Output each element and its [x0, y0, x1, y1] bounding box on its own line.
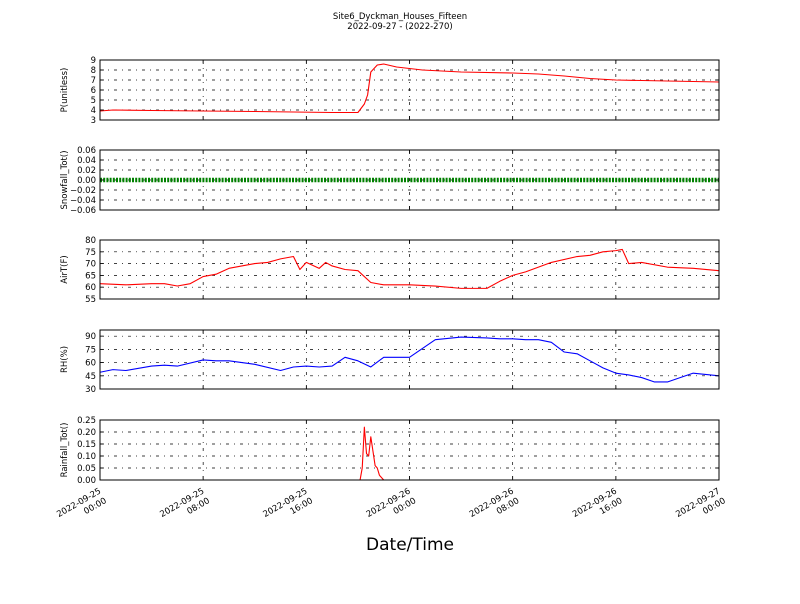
y-axis-label: RH(%)	[60, 346, 70, 373]
y-tick-label: 0.20	[77, 428, 96, 438]
series-1-line	[100, 426, 719, 481]
y-tick-label: 45	[85, 372, 96, 382]
y-tick-label: 0.00	[77, 176, 96, 186]
y-tick-label: −0.06	[70, 206, 96, 216]
y-tick-label: 0.06	[77, 146, 96, 156]
y-tick-label: 70	[85, 260, 96, 270]
y-tick-label: 60	[85, 283, 96, 293]
series-1-line	[99, 63, 720, 114]
y-tick-label: 0.10	[77, 452, 96, 462]
y-tick-label: 55	[85, 295, 96, 305]
y-tick-label: −0.04	[70, 196, 96, 206]
y-tick-label: 0.25	[77, 416, 96, 426]
y-tick-label: 60	[85, 359, 96, 369]
y-tick-label: 75	[85, 345, 96, 355]
y-tick-label: 0.05	[77, 464, 96, 474]
y-axis-label: P(unitless)	[60, 68, 70, 113]
subplot-2: −0.06−0.04−0.020.000.020.040.06 Snowfall_…	[60, 146, 720, 216]
y-axis-label: AirT(F)	[60, 255, 70, 283]
y-tick-label: 3	[91, 116, 96, 126]
y-tick-label: 7	[91, 76, 96, 86]
y-tick-label: 8	[91, 66, 96, 76]
y-tick-label: 0.00	[77, 476, 96, 486]
y-tick-label: 0.02	[77, 166, 96, 176]
y-tick-label: 0.15	[77, 440, 96, 450]
subplots: 3456789P(unitless)−0.06−0.04−0.020.000.0…	[60, 56, 720, 486]
y-tick-label: 0.04	[77, 156, 96, 166]
y-tick-label: 5	[91, 96, 96, 106]
x-axis-label: Date/Time	[366, 535, 454, 555]
y-tick-label: 6	[91, 86, 96, 96]
y-tick-label: 80	[85, 236, 96, 246]
figure-subtitle: 2022-09-27 - (2022-270)	[347, 22, 452, 32]
y-tick-label: 90	[85, 332, 96, 342]
y-tick-label: 65	[85, 271, 96, 281]
figure-title: Site6_Dyckman_Houses_Fifteen	[333, 12, 467, 22]
y-tick-label: 75	[85, 248, 96, 258]
y-axis-label: Snowfall_Tot()	[60, 150, 70, 209]
series-1-line	[99, 336, 720, 383]
subplot-5: 0.00 0.05 0.10 0.15 0.20 0.25 Rainfall_Tot()	[60, 416, 720, 486]
y-tick-label: 9	[91, 56, 96, 66]
series-1-line	[99, 248, 720, 289]
y-tick-label: −0.02	[70, 186, 96, 196]
y-tick-label: 4	[91, 106, 96, 116]
y-axis-label: Rainfall_Tot()	[60, 423, 70, 478]
subplot-4: 30 45 60 75 90 RH(%)	[60, 329, 720, 395]
y-tick-label: 30	[85, 385, 96, 395]
